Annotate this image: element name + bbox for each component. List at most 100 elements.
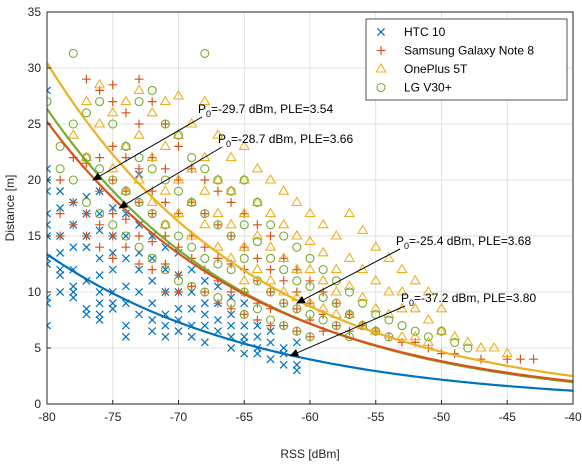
point-series-3 (95, 209, 105, 219)
point-series-3 (239, 220, 249, 230)
point-series-0 (200, 310, 209, 319)
point-series-2 (146, 106, 158, 117)
point-series-2 (291, 263, 303, 274)
point-series-1 (529, 354, 538, 364)
point-series-3 (81, 108, 91, 118)
point-series-1 (68, 220, 78, 230)
point-series-1 (95, 186, 104, 196)
point-series-0 (95, 287, 104, 297)
point-series-3 (265, 287, 276, 297)
point-series-0 (148, 231, 157, 241)
point-series-0 (108, 248, 117, 257)
point-series-1 (279, 276, 289, 286)
point-series-0 (227, 343, 236, 353)
point-series-1 (266, 321, 275, 330)
point-series-1 (95, 153, 104, 162)
point-series-2 (277, 218, 290, 229)
point-series-3 (108, 175, 118, 185)
point-series-1 (134, 119, 144, 129)
point-series-0 (227, 310, 236, 319)
point-series-3 (68, 48, 78, 58)
point-series-0 (187, 265, 196, 274)
point-series-1 (95, 220, 104, 230)
point-series-2 (172, 207, 185, 218)
point-series-0 (266, 338, 275, 347)
point-series-3 (436, 326, 447, 336)
point-series-0 (148, 254, 157, 263)
point-series-2 (317, 218, 329, 229)
point-series-2 (304, 235, 316, 246)
point-series-1 (55, 231, 65, 241)
point-series-0 (95, 254, 104, 263)
point-series-2 (501, 347, 513, 358)
point-series-1 (279, 298, 289, 308)
point-series-2 (356, 291, 369, 302)
point-series-3 (147, 253, 157, 263)
point-series-3 (226, 231, 236, 241)
point-series-0 (200, 299, 209, 308)
point-series-2 (343, 280, 356, 290)
point-series-0 (82, 310, 91, 319)
point-series-3 (160, 175, 170, 185)
point-series-3 (147, 209, 157, 219)
annotation-label: P0=-25.4 dBm, PLE=3.68 (396, 234, 531, 251)
x-axis-label: RSS [dBm] (280, 447, 339, 461)
point-series-0 (253, 349, 262, 358)
point-series-3 (318, 315, 328, 325)
point-series-2 (370, 302, 382, 313)
annotation-arrow (118, 146, 223, 209)
point-series-3 (108, 119, 118, 129)
point-series-2 (159, 218, 172, 229)
point-series-0 (108, 265, 117, 274)
point-series-3 (279, 231, 289, 241)
point-series-2 (435, 325, 448, 335)
point-series-3 (200, 253, 210, 263)
point-series-3 (121, 141, 131, 151)
point-series-1 (108, 142, 118, 151)
point-series-3 (173, 130, 184, 140)
x-tick-label: -80 (38, 410, 56, 424)
point-series-0 (47, 175, 52, 185)
point-series-3 (305, 332, 315, 342)
point-series-2 (383, 285, 395, 296)
point-series-3 (200, 164, 210, 174)
point-series-0 (240, 299, 249, 308)
point-series-1 (147, 97, 157, 106)
point-series-2 (330, 285, 343, 296)
point-series-2 (251, 229, 264, 240)
point-series-0 (121, 332, 130, 341)
point-series-1 (213, 186, 223, 196)
x-tick-label: -45 (499, 410, 517, 424)
point-series-2 (67, 129, 80, 139)
point-series-3 (252, 197, 262, 207)
point-series-1 (160, 198, 170, 207)
point-series-1 (108, 175, 118, 185)
point-series-3 (292, 242, 302, 252)
point-series-0 (82, 243, 91, 252)
point-series-2 (159, 185, 172, 195)
point-series-1 (253, 220, 262, 230)
point-series-3 (187, 153, 197, 163)
point-series-0 (95, 271, 104, 280)
point-series-3 (331, 298, 341, 308)
point-series-3 (265, 315, 276, 325)
point-series-3 (292, 326, 302, 336)
point-series-2 (304, 263, 316, 274)
point-series-0 (240, 321, 249, 330)
point-series-3 (173, 186, 184, 196)
point-series-0 (47, 209, 52, 218)
point-series-0 (148, 327, 157, 336)
point-series-3 (226, 298, 236, 308)
point-series-2 (212, 241, 224, 251)
point-series-0 (56, 203, 65, 213)
point-series-0 (95, 299, 104, 308)
point-series-0 (174, 304, 183, 313)
point-series-3 (95, 97, 105, 107)
point-series-0 (213, 327, 222, 336)
point-series-0 (174, 327, 183, 336)
y-tick-label: 10 (28, 285, 42, 299)
point-series-2 (93, 117, 106, 128)
point-series-2 (93, 78, 106, 89)
point-series-2 (370, 325, 382, 335)
point-series-1 (266, 265, 275, 274)
